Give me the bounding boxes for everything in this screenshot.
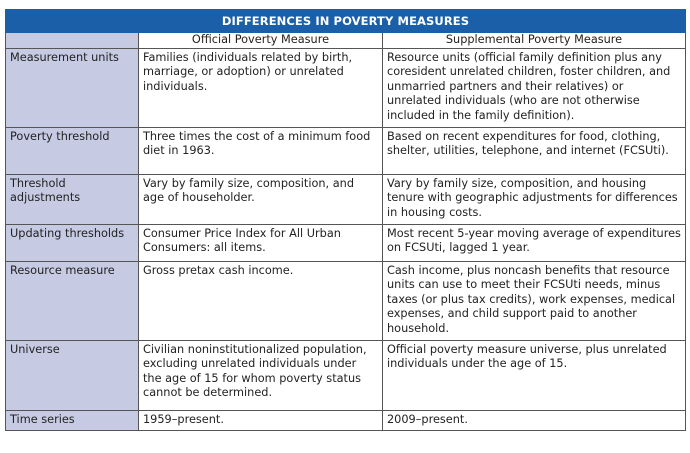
supplemental-cell: Based on recent expenditures for food, c… (382, 127, 686, 175)
supplemental-cell: Cash income, plus noncash benefits that … (382, 261, 686, 341)
table-row: Time series 1959–present. 2009–present. (5, 409, 686, 432)
official-cell: Gross pretax cash income. (138, 261, 383, 341)
official-cell: 1959–present. (138, 409, 383, 432)
row-label: Resource measure (5, 261, 139, 341)
column-header-row: Official Poverty Measure Supplemental Po… (5, 32, 686, 49)
table-title: DIFFERENCES IN POVERTY MEASURES (5, 9, 686, 33)
row-label: Time series (5, 409, 139, 432)
official-cell: Civilian noninstitutionalized population… (138, 340, 383, 411)
table-row: Resource measure Gross pretax cash incom… (5, 261, 686, 341)
title-row: DIFFERENCES IN POVERTY MEASURES (5, 9, 686, 33)
supplemental-cell: Official poverty measure universe, plus … (382, 340, 686, 411)
row-label: Universe (5, 340, 139, 411)
official-cell: Families (individuals related by birth, … (138, 48, 383, 128)
corner-cell (5, 32, 139, 49)
column-header-supplemental: Supplemental Poverty Measure (382, 32, 686, 49)
table-row: Updating thresholds Consumer Price Index… (5, 224, 686, 262)
poverty-measures-table: DIFFERENCES IN POVERTY MEASURES Official… (5, 9, 686, 432)
table-row: Threshold adjustments Vary by family siz… (5, 174, 686, 225)
supplemental-cell: Vary by family size, composition, and ho… (382, 174, 686, 225)
official-cell: Vary by family size, composition, and ag… (138, 174, 383, 225)
row-label: Threshold adjustments (5, 174, 139, 225)
official-cell: Consumer Price Index for All Urban Consu… (138, 224, 383, 262)
row-label: Measurement units (5, 48, 139, 128)
supplemental-cell: Resource units (official family definiti… (382, 48, 686, 128)
row-label: Poverty threshold (5, 127, 139, 175)
row-label: Updating thresholds (5, 224, 139, 262)
table-row: Universe Civilian noninstitutionalized p… (5, 340, 686, 411)
column-header-official: Official Poverty Measure (138, 32, 383, 49)
table-row: Measurement units Families (individuals … (5, 48, 686, 128)
supplemental-cell: 2009–present. (382, 409, 686, 432)
table-row: Poverty threshold Three times the cost o… (5, 127, 686, 175)
supplemental-cell: Most recent 5-year moving average of exp… (382, 224, 686, 262)
official-cell: Three times the cost of a minimum food d… (138, 127, 383, 175)
